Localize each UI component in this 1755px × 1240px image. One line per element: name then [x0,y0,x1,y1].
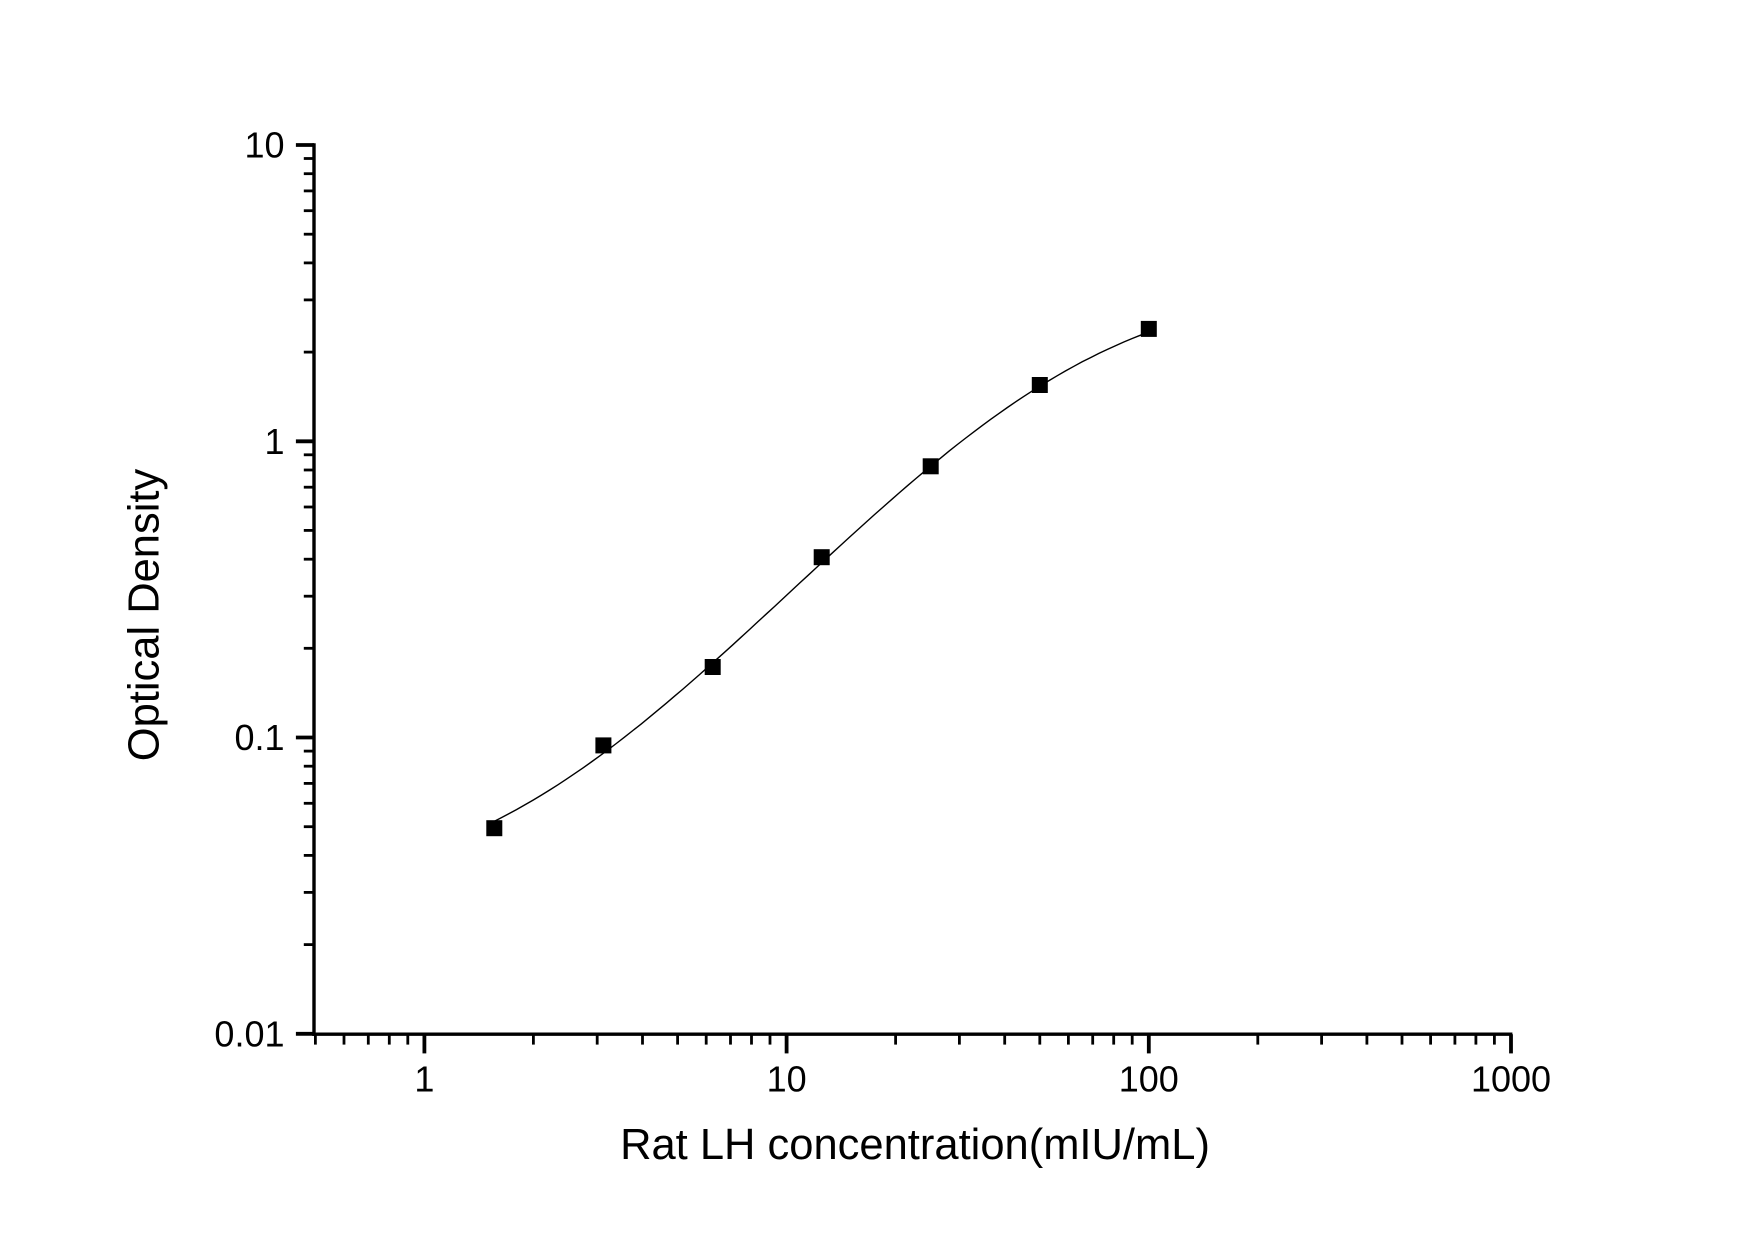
svg-text:100: 100 [1119,1059,1179,1100]
svg-text:Rat LH concentration(mIU/mL): Rat LH concentration(mIU/mL) [620,1121,1210,1169]
svg-text:1: 1 [264,421,284,462]
svg-text:0.1: 0.1 [234,717,284,758]
svg-text:10: 10 [767,1059,807,1100]
svg-text:Optical Density: Optical Density [121,468,169,761]
svg-text:1000: 1000 [1471,1059,1551,1100]
svg-text:1: 1 [414,1059,434,1100]
svg-text:0.01: 0.01 [214,1013,284,1054]
svg-text:10: 10 [244,125,284,166]
